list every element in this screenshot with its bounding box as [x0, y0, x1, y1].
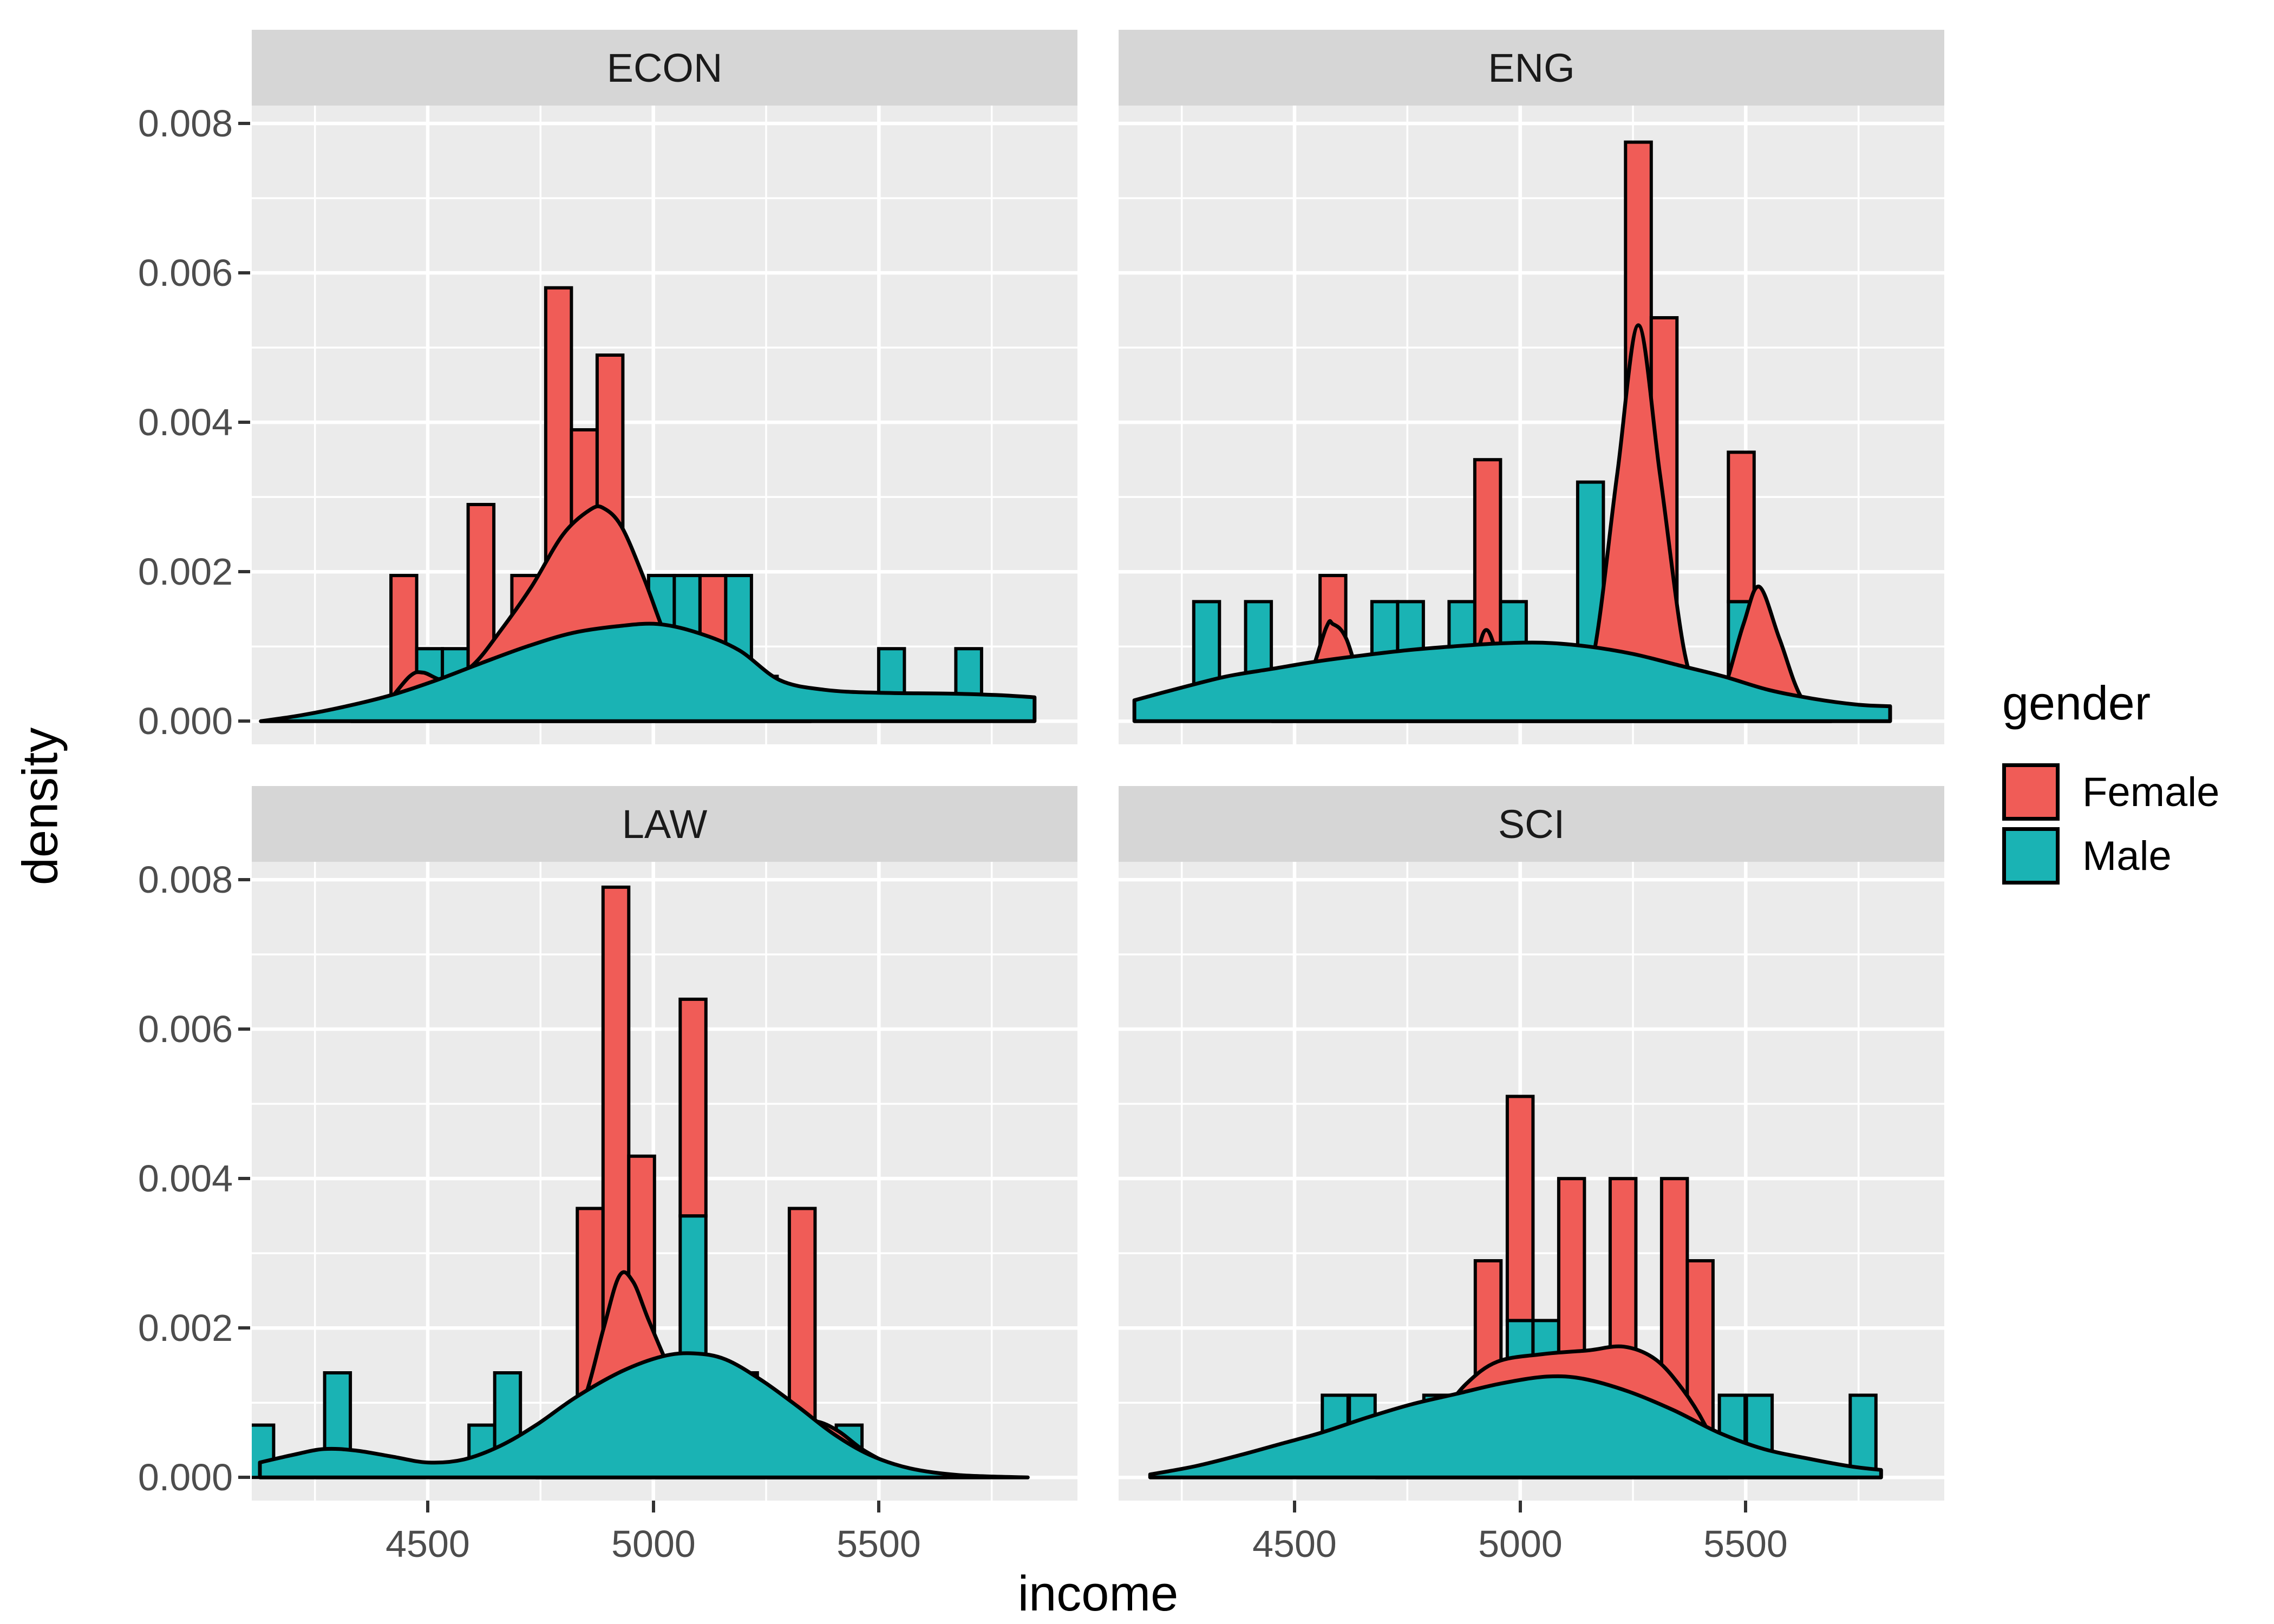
facet-panel-law: [252, 862, 1077, 1501]
facet-strip-label: ENG: [1488, 45, 1575, 90]
x-tick-mark: [426, 1501, 429, 1512]
x-tick-mark: [1744, 1501, 1747, 1512]
x-tick-label: 4500: [385, 1523, 470, 1565]
histogram-bar-female: [678, 997, 708, 1218]
y-tick-label: 0.002: [138, 551, 233, 593]
legend-item-male: Male: [2002, 827, 2219, 885]
y-tick-label: 0.004: [138, 1157, 233, 1200]
y-tick-mark: [238, 421, 250, 424]
y-tick-mark: [238, 570, 250, 573]
y-tick-mark: [238, 1476, 250, 1479]
facet-strip-econ: ECON: [252, 30, 1077, 106]
y-tick-mark: [238, 271, 250, 274]
y-tick-label: 0.000: [138, 1456, 233, 1498]
x-tick-label: 5000: [611, 1523, 696, 1565]
y-tick-label: 0.006: [138, 252, 233, 294]
y-tick-mark: [238, 1177, 250, 1180]
density-curve-male: [258, 1351, 1030, 1479]
y-axis-title: density: [12, 727, 68, 886]
facet-strip-label: SCI: [1498, 801, 1565, 847]
x-tick-label: 5000: [1478, 1523, 1563, 1565]
legend-label-male: Male: [2082, 833, 2172, 879]
legend-item-female: Female: [2002, 763, 2219, 821]
x-tick-mark: [1293, 1501, 1296, 1512]
density-curve-male: [259, 621, 1037, 723]
legend-title: gender: [2002, 676, 2151, 730]
y-tick-label: 0.000: [138, 700, 233, 742]
y-tick-label: 0.008: [138, 859, 233, 901]
facet-strip-label: ECON: [606, 45, 723, 90]
y-tick-label: 0.004: [138, 401, 233, 443]
density-curve-male: [1132, 640, 1892, 723]
histogram-bar-female: [1505, 1095, 1535, 1322]
histogram-bar-female: [1727, 450, 1756, 604]
facet-panel-econ: [252, 106, 1077, 744]
y-tick-label: 0.006: [138, 1008, 233, 1050]
x-tick-mark: [652, 1501, 655, 1512]
male-swatch-icon: [2002, 827, 2060, 885]
y-tick-mark: [238, 719, 250, 723]
x-tick-label: 4500: [1252, 1523, 1337, 1565]
y-tick-mark: [238, 122, 250, 125]
y-tick-mark: [238, 1326, 250, 1330]
x-tick-label: 5500: [837, 1523, 921, 1565]
x-tick-mark: [1519, 1501, 1522, 1512]
y-tick-mark: [238, 878, 250, 881]
x-tick-mark: [877, 1501, 880, 1512]
facet-panel-eng: [1119, 106, 1944, 744]
facet-strip-label: LAW: [622, 801, 708, 847]
facet-strip-eng: ENG: [1119, 30, 1944, 106]
x-tick-label: 5500: [1703, 1523, 1788, 1565]
legend: gender Female Male: [2002, 676, 2219, 891]
y-tick-label: 0.002: [138, 1307, 233, 1349]
legend-label-female: Female: [2082, 769, 2220, 815]
facet-panel-sci: [1119, 862, 1944, 1501]
facet-strip-law: LAW: [252, 786, 1077, 862]
y-tick-label: 0.008: [138, 102, 233, 145]
density-curve-male: [1148, 1374, 1883, 1479]
x-axis-title: income: [1017, 1566, 1179, 1621]
female-swatch-icon: [2002, 763, 2060, 821]
y-tick-mark: [238, 1027, 250, 1031]
facet-strip-sci: SCI: [1119, 786, 1944, 862]
